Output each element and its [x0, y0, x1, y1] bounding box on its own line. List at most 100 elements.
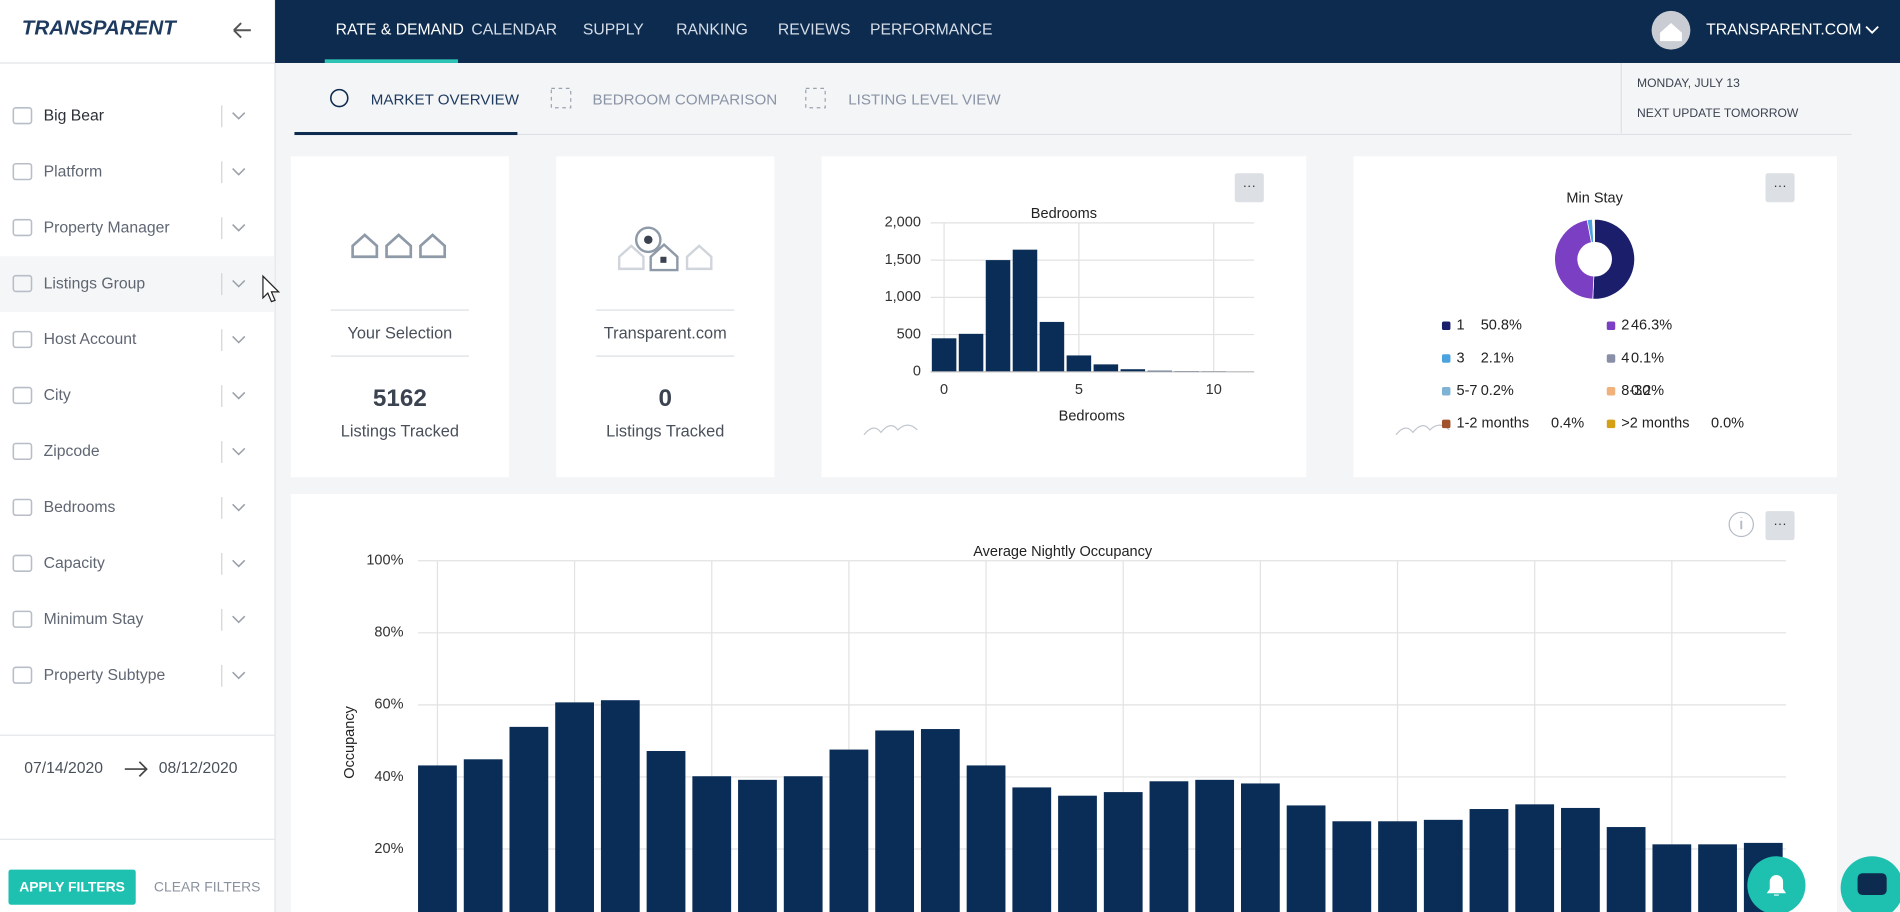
y-tick-label: 500 — [897, 326, 921, 342]
chat-icon — [1857, 873, 1887, 896]
bar — [692, 776, 732, 912]
clear-button[interactable]: CLEAR FILTERS — [154, 878, 261, 894]
nav-item[interactable]: RATE & DEMAND — [336, 21, 464, 38]
filter-label[interactable]: Property Subtype — [44, 667, 166, 684]
filter-label[interactable]: Minimum Stay — [44, 611, 144, 628]
x-tick-label: 5 — [1075, 382, 1083, 398]
filter-chevron[interactable] — [232, 559, 246, 568]
filter-label[interactable]: Listings Group — [44, 275, 146, 292]
legend-value: 0.2% — [1631, 383, 1664, 399]
chart-menu-label[interactable]: ··· — [1243, 178, 1256, 193]
bar — [1378, 821, 1417, 912]
filter-chevron[interactable] — [232, 335, 246, 344]
location-door — [660, 256, 667, 263]
x-axis-title: Bedrooms — [1059, 408, 1125, 424]
x-tick-label: 10 — [1206, 382, 1222, 398]
chart-title: Min Stay — [1566, 190, 1623, 206]
card — [1353, 156, 1837, 478]
nav-item[interactable]: CALENDAR — [471, 21, 557, 38]
nav-item[interactable]: REVIEWS — [778, 21, 851, 38]
date-start[interactable]: 07/14/2020 — [24, 760, 103, 777]
legend-value: 50.8% — [1481, 318, 1522, 334]
chart-toggle[interactable] — [1395, 424, 1450, 436]
legend-swatch — [1441, 354, 1451, 363]
tab-active-indicator — [294, 132, 518, 136]
filter-chevron[interactable] — [232, 615, 246, 624]
filter-icon — [12, 386, 33, 405]
nav-item[interactable]: PERFORMANCE — [870, 21, 992, 38]
tab[interactable]: LISTING LEVEL VIEW — [848, 92, 1001, 109]
card-caption: Listings Tracked — [606, 423, 724, 441]
filter-label[interactable]: Bedrooms — [44, 499, 116, 516]
top-nav — [275, 0, 1900, 63]
bar — [966, 765, 1006, 912]
filter-label[interactable]: Host Account — [44, 331, 137, 348]
filter-icon — [12, 330, 33, 349]
filter-chevron[interactable] — [232, 503, 246, 512]
filter-icon — [12, 610, 33, 628]
bar — [1058, 795, 1097, 912]
legend-label: >2 months — [1621, 416, 1689, 432]
y-tick-label: 60% — [374, 697, 403, 713]
filter-icon — [12, 107, 33, 125]
donut-slice — [1554, 219, 1595, 300]
chart-menu-button[interactable] — [1765, 173, 1795, 203]
date-end[interactable]: 08/12/2020 — [159, 760, 238, 777]
legend-label: 2 — [1621, 318, 1629, 334]
bar — [1423, 819, 1463, 912]
collapse-button[interactable] — [233, 22, 251, 39]
tab[interactable]: MARKET OVERVIEW — [371, 92, 520, 109]
legend-value: 0.0% — [1711, 416, 1744, 432]
card — [290, 156, 509, 478]
filter-chevron[interactable] — [232, 168, 246, 176]
houses-icon — [351, 233, 447, 259]
nav-item[interactable]: SUPPLY — [583, 21, 644, 38]
filter-label[interactable]: Capacity — [44, 555, 105, 572]
bar — [875, 730, 915, 912]
account-chevron[interactable] — [1865, 26, 1879, 34]
filter-label[interactable]: Big Bear — [44, 107, 104, 124]
legend-value: 46.3% — [1631, 318, 1672, 334]
filter-label[interactable]: Property Manager — [44, 219, 170, 236]
filter-label[interactable]: Zipcode — [44, 443, 100, 460]
card-label: Transparent.com — [604, 325, 727, 343]
tab-icon — [330, 88, 349, 108]
card — [556, 156, 775, 478]
apply-button[interactable] — [8, 869, 136, 905]
histogram-bar — [1066, 355, 1092, 372]
y-tick-label: 100% — [366, 553, 403, 569]
bar — [1012, 787, 1052, 912]
legend-swatch — [1441, 321, 1451, 331]
chart-toggle[interactable] — [863, 424, 918, 436]
dynamic-layer: Big Bear Platform Property Manager Listings… — [0, 21, 1787, 912]
card-label: Your Selection — [347, 325, 452, 343]
nav-item[interactable]: RANKING — [676, 21, 748, 38]
info-button[interactable] — [1728, 511, 1754, 538]
filter-label[interactable]: City — [44, 387, 71, 404]
filter-chevron[interactable] — [232, 391, 246, 400]
histogram-bar — [958, 333, 984, 372]
apply-button-label[interactable]: APPLY FILTERS — [19, 878, 125, 894]
filter-chevron[interactable] — [232, 671, 246, 680]
nav-active-indicator — [324, 59, 459, 63]
filter-chevron[interactable] — [232, 279, 246, 288]
filter-label[interactable]: Platform — [44, 163, 103, 180]
legend-label: 3 — [1457, 350, 1465, 366]
account-name[interactable]: TRANSPARENT.COM — [1706, 21, 1861, 38]
chart-menu-label[interactable]: ··· — [1773, 516, 1786, 531]
logo: TRANSPARENT — [22, 17, 178, 40]
chart-menu-button[interactable] — [1234, 173, 1264, 203]
filter-chevron[interactable] — [232, 112, 246, 120]
filter-chevron[interactable] — [232, 447, 246, 456]
histogram-bar — [1012, 249, 1038, 372]
legend-value: 0.1% — [1631, 350, 1664, 366]
chart-menu-button[interactable] — [1765, 511, 1795, 541]
y-tick-label: 1,500 — [885, 252, 921, 268]
location-icon — [617, 226, 713, 272]
filter-icon — [12, 274, 33, 293]
chart-title: Bedrooms — [1031, 206, 1097, 222]
chart-menu-label[interactable]: ··· — [1773, 178, 1786, 193]
tab[interactable]: BEDROOM COMPARISON — [593, 92, 778, 109]
filter-chevron[interactable] — [232, 223, 246, 232]
bar — [920, 729, 960, 912]
